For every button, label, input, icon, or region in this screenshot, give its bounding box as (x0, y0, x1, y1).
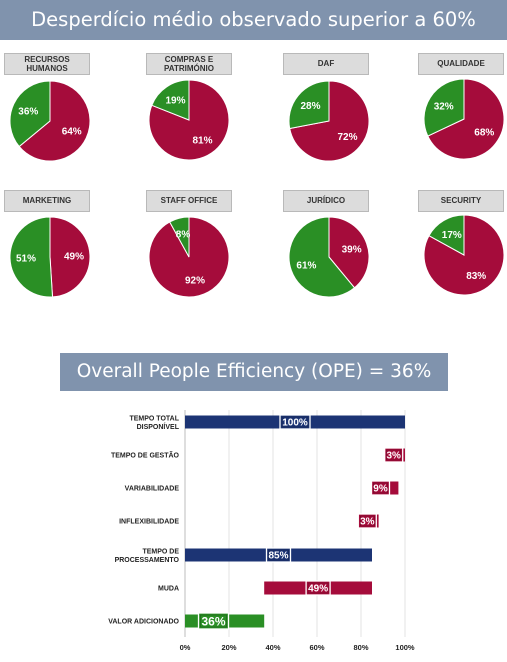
pie-0-slice-1-label: 36% (18, 106, 38, 117)
pie-4-slice-1 (9, 216, 54, 298)
bar-4-label-frame (268, 549, 289, 561)
bar-0-label-box (279, 414, 311, 430)
pie-6-slice-1 (288, 216, 356, 298)
bar-3-data-label: 3% (360, 517, 375, 528)
pie-1-slice-0-label: 81% (192, 135, 212, 146)
category-label-4: TEMPO DE PROCESSAMENTO (115, 548, 180, 564)
pie-2-slice-1-label: 28% (300, 101, 320, 112)
pie-0-slice-0-label: 64% (62, 127, 82, 138)
pie-title-juridico: JURÍDICO (283, 190, 369, 212)
bar-5-data-label: 49% (308, 584, 328, 595)
pie-4-slice-0 (49, 216, 91, 298)
category-label-6: VALOR ADICIONADO (108, 619, 179, 626)
bar-6-label-frame (200, 614, 227, 628)
title-banner: Desperdício médio observado superior a 6… (0, 0, 507, 40)
pie-6-slice-0 (328, 216, 370, 289)
bar-5-label-box (305, 580, 331, 596)
pie-title-qualidade: QUALIDADE (418, 53, 504, 75)
x-tick-label-1: 20% (221, 643, 236, 652)
ope-banner: Overall People Efficiency (OPE) = 36% (60, 353, 448, 391)
category-label-0: TEMPO TOTAL DISPONÍVEL (129, 415, 179, 431)
x-tick-label-0: 0% (180, 643, 191, 652)
bar-1-label-frame (386, 449, 402, 461)
pie-title-daf: DAF (283, 53, 369, 75)
pie-title-staff-office: STAFF OFFICE (146, 190, 232, 212)
pie-title-security: SECURITY (418, 190, 504, 212)
pie-7-slice-1-label: 17% (442, 230, 462, 241)
pie-5-slice-1 (169, 216, 190, 258)
bar-0-data-label: 100% (282, 418, 308, 429)
x-tick-label-3: 60% (309, 643, 324, 652)
pie-5-slice-1-label: 8% (176, 229, 191, 240)
pie-6-slice-0-label: 39% (342, 244, 362, 255)
bar-2-label-box (370, 480, 391, 496)
x-tick-label-5: 100% (395, 643, 415, 652)
bar-3-label-box (357, 513, 377, 529)
pie-2-slice-0-label: 72% (337, 132, 357, 143)
bar-1-data-label: 3% (386, 451, 401, 462)
pie-2-slice-1 (288, 80, 330, 130)
pie-title-recursos-humanos: RECURSOS HUMANOS (4, 53, 90, 75)
pie-7-slice-1 (428, 214, 465, 256)
pie-3-slice-0-label: 68% (474, 127, 494, 138)
pie-title-marketing: MARKETING (4, 190, 90, 212)
bar-1-label-box (384, 447, 404, 463)
x-tick-label-2: 40% (265, 643, 280, 652)
pie-5-slice-0-label: 92% (185, 276, 205, 287)
pie-title-compras-patrimonio: COMPRAS E PATRIMÓNIO (146, 53, 232, 75)
pie-3-slice-0 (427, 78, 505, 160)
bar-3-label-frame (359, 515, 375, 527)
bar-2-label-frame (373, 482, 388, 494)
category-label-1: TEMPO DE GESTÃO (111, 451, 180, 460)
bar-4-data-label: 85% (268, 551, 288, 562)
pie-4-slice-0-label: 49% (64, 252, 84, 263)
pie-4-slice-1-label: 51% (16, 253, 36, 264)
pie-1-slice-1 (151, 79, 190, 121)
category-label-3: INFLEXIBILIDADE (119, 519, 179, 526)
pie-0-slice-0 (18, 80, 91, 162)
bar-2-data-label: 9% (373, 484, 388, 495)
pie-3-slice-1 (423, 78, 465, 137)
category-label-5: MUDA (158, 586, 179, 593)
pie-1-slice-1-label: 19% (165, 96, 185, 107)
x-tick-label-4: 80% (353, 643, 368, 652)
pie-7-slice-0-label: 83% (466, 271, 486, 282)
pie-6-slice-1-label: 61% (296, 261, 316, 272)
pie-3-slice-1-label: 32% (434, 102, 454, 113)
bar-4-label-box (265, 547, 292, 563)
bar-5-label-frame (307, 582, 329, 594)
bar-6-label-box (197, 612, 230, 630)
bar-0-label-frame (281, 416, 309, 428)
pie-0-slice-1 (9, 80, 51, 148)
category-label-2: VARIABILIDADE (125, 486, 180, 493)
bar-6-data-label: 36% (201, 614, 225, 628)
